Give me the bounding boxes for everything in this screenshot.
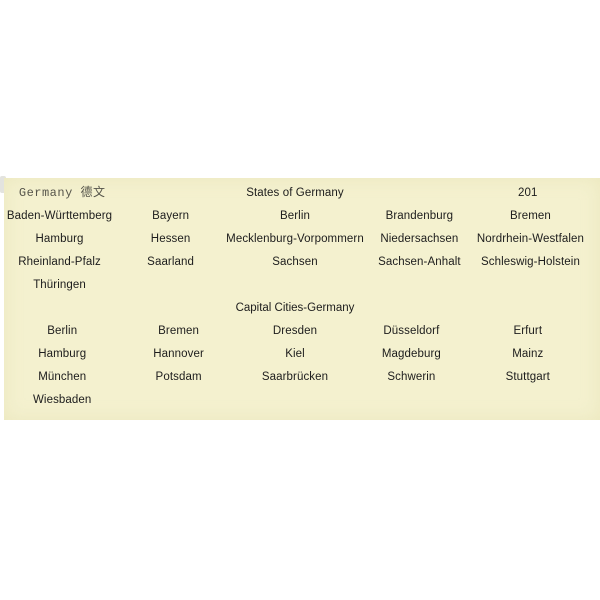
flashcard: Germany 德文 States of Germany 201 Baden-W… xyxy=(4,178,600,420)
section-title-capitals: Capital Cities-Germany xyxy=(235,302,355,314)
capital-city-name: Hannover xyxy=(153,348,204,360)
capital-city-name: Kiel xyxy=(285,348,305,360)
state-name: Hessen xyxy=(150,233,191,245)
capital-city-name: Stuttgart xyxy=(505,371,550,383)
card-topic-label: Germany 德文 xyxy=(18,186,106,200)
state-name: Nordrhein-Westfalen xyxy=(476,233,585,245)
header-spacer xyxy=(120,182,236,205)
state-name: Niedersachsen xyxy=(380,233,459,245)
state-name: Mecklenburg-Vorpommern xyxy=(226,233,364,245)
capital-city-name: Berlin xyxy=(47,325,78,337)
header-spacer xyxy=(353,182,469,205)
state-name: Saarland xyxy=(147,256,195,268)
state-name: Schleswig-Holstein xyxy=(480,256,580,268)
capital-city-name: Mainz xyxy=(512,348,544,360)
state-name: Sachsen xyxy=(272,256,318,268)
state-name: Sachsen-Anhalt xyxy=(378,256,461,268)
capital-city-name: Saarbrücken xyxy=(261,371,329,383)
state-name: Bremen xyxy=(510,210,551,222)
capital-city-name: Potsdam xyxy=(155,371,202,383)
state-name: Baden-Württemberg xyxy=(6,210,113,222)
states-grid: Baden-Württemberg Bayern Berlin Brandenburg… xyxy=(4,205,586,297)
capital-city-name: Bremen xyxy=(158,325,200,337)
state-name: Rheinland-Pfalz xyxy=(18,256,101,268)
card-number: 201 xyxy=(518,187,538,199)
state-name: Brandenburg xyxy=(385,210,454,222)
capital-city-name: Erfurt xyxy=(513,325,543,337)
card-header-row: Germany 德文 States of Germany 201 xyxy=(4,182,586,205)
state-name: Thüringen xyxy=(33,279,86,291)
capital-city-name: Wiesbaden xyxy=(32,394,92,406)
state-name: Bayern xyxy=(152,210,190,222)
state-name: Berlin xyxy=(279,210,310,222)
section-title-states: States of Germany xyxy=(246,187,344,199)
capital-city-name: München xyxy=(38,371,87,383)
capital-city-name: Dresden xyxy=(272,325,318,337)
capital-city-name: Magdeburg xyxy=(381,348,441,360)
flashcard-content: Germany 德文 States of Germany 201 Baden-W… xyxy=(4,178,600,412)
state-name: Hamburg xyxy=(35,233,84,245)
left-edge-tab xyxy=(0,176,6,193)
capital-city-name: Schwerin xyxy=(387,371,436,383)
capital-city-name: Hamburg xyxy=(38,348,87,360)
capitals-grid: Berlin Bremen Dresden Düsseldorf Erfurt Hambu… xyxy=(4,320,586,412)
capital-city-name: Düsseldorf xyxy=(383,325,440,337)
